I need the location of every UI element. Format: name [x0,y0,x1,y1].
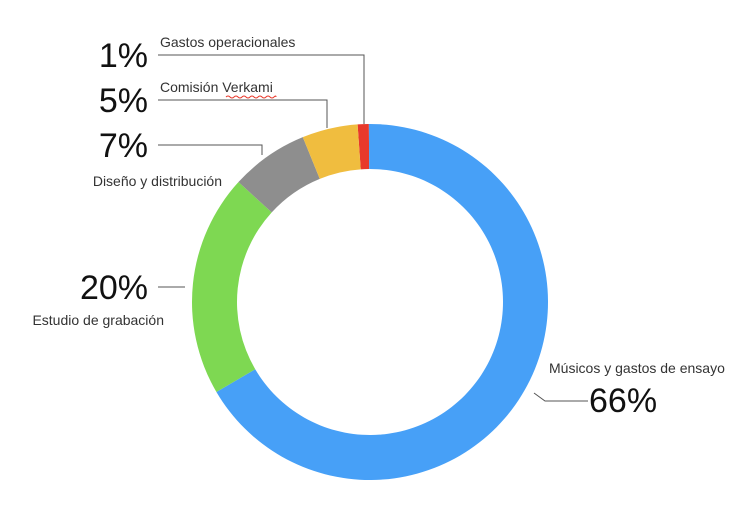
slice-label-gastos-operacionales: Gastos operacionales [160,34,295,50]
slice-label-diseno-distribucion: Diseño y distribución [93,173,222,189]
leader-lines [158,54,588,402]
slice-diseno-y-distribucion [238,137,320,213]
slice-value-label-comision-verkami: 5% [99,82,148,120]
slice-gastos-operacionales [357,124,370,170]
slice-comision-verkami [302,124,361,179]
slice-label-musicos-gastos-ensayo: Músicos y gastos de ensayo [549,360,725,376]
leader-gastos-operacionales [158,54,365,124]
slice-value-label-estudio-grabacion: 20% [80,269,148,307]
spellcheck-underline [225,95,277,99]
leader-diseno-distribucion [158,144,263,155]
slice-label-comision-verkami: Comisión Verkami [160,79,273,95]
donut-slices [191,124,549,480]
slice-value-label-diseno-distribucion: 7% [99,127,148,165]
slice-value-label-gastos-operacionales: 1% [99,37,148,75]
leader-comision-verkami [158,99,328,128]
leader-musicos-gastos-ensayo [533,392,588,402]
slice-estudio-de-grabacion [191,182,272,392]
slice-value-label-musicos-gastos-ensayo: 66% [589,382,657,420]
slice-label-estudio-grabacion: Estudio de grabación [32,312,164,328]
